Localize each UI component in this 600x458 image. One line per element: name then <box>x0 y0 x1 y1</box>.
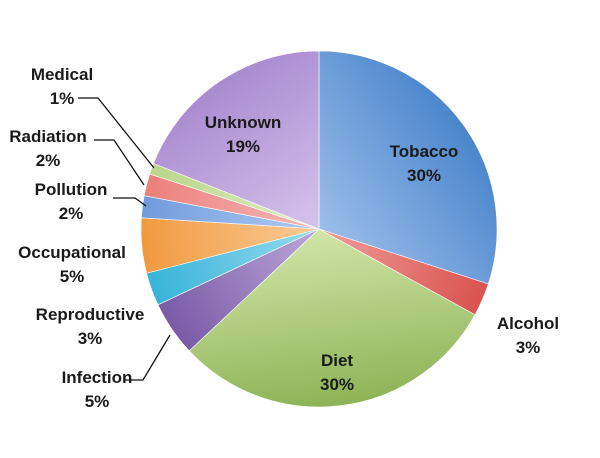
slice-label-medical: Medical <box>31 65 93 84</box>
pie-slice-diet <box>188 228 476 408</box>
pie-slice-unknown <box>153 50 320 230</box>
slice-value-tobacco: 30% <box>407 166 441 185</box>
slice-label-infection: Infection <box>62 368 133 387</box>
slice-label-occupational: Occupational <box>18 243 126 262</box>
slice-label-alcohol: Alcohol <box>497 314 559 333</box>
leader-lines <box>78 97 171 381</box>
slice-labels: Tobacco 30% Alcohol 3% Diet 30% Infection 5% Rep… <box>9 65 559 411</box>
slice-value-reproductive: 3% <box>78 329 103 348</box>
leader-line-infection <box>124 334 171 381</box>
leader-line-pollution <box>113 197 147 207</box>
slice-value-alcohol: 3% <box>516 338 541 357</box>
slice-label-pollution: Pollution <box>35 180 108 199</box>
slice-value-occupational: 5% <box>60 267 85 286</box>
slice-label-diet: Diet <box>321 351 353 370</box>
slice-value-diet: 30% <box>320 375 354 394</box>
slice-value-medical: 1% <box>50 89 75 108</box>
leader-line-medical <box>78 97 155 169</box>
pie-slice-tobacco <box>318 50 498 285</box>
slice-value-unknown: 19% <box>226 137 260 156</box>
slice-label-tobacco: Tobacco <box>390 142 459 161</box>
slice-value-radiation: 2% <box>36 151 61 170</box>
pie-slices <box>140 50 498 408</box>
slice-value-pollution: 2% <box>59 204 84 223</box>
slice-value-infection: 5% <box>85 392 110 411</box>
slice-label-reproductive: Reproductive <box>36 305 145 324</box>
slice-label-unknown: Unknown <box>205 113 282 132</box>
slice-label-radiation: Radiation <box>9 127 86 146</box>
leader-line-radiation <box>94 139 145 186</box>
